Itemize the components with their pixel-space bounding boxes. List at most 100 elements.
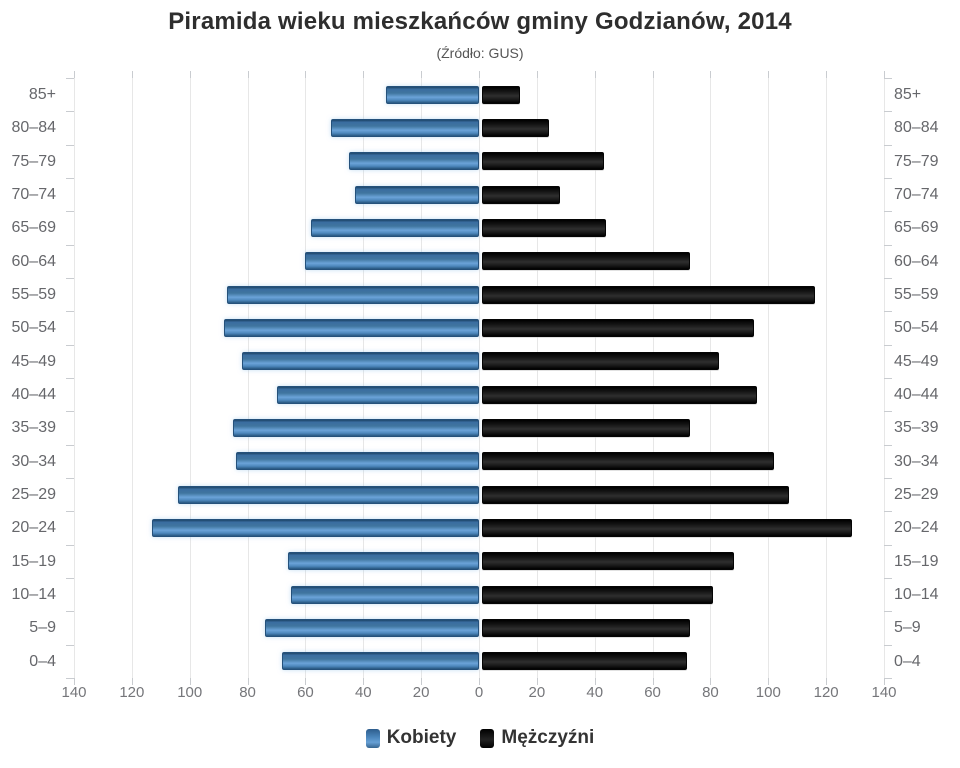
bar-mezczyzni-40–44[interactable] [482,385,757,404]
bar-mezczyzni-50–54[interactable] [482,319,754,337]
x-axis-tick [826,678,828,685]
y-axis-tick-left [66,111,74,113]
category-label-left: 40–44 [11,386,57,403]
bar-mezczyzni-30–34[interactable] [482,452,775,471]
bar-kobiety-40–44[interactable] [276,385,479,404]
y-axis-tick-left [66,544,74,546]
y-axis-tick-right [884,78,892,79]
category-label-left: 50–54 [11,319,57,337]
x-axis-label: 100 [755,684,781,701]
bar-mezczyzni-35–39[interactable] [482,419,691,437]
gridline [710,78,712,678]
bar-kobiety-15–19[interactable] [288,552,479,571]
bar-kobiety-25–29[interactable] [178,485,479,504]
category-label-right: 65–69 [894,219,939,237]
x-axis-tick [536,71,538,78]
bar-mezczyzni-20–24[interactable] [482,519,853,537]
category-label-right: 30–34 [894,452,939,470]
bar-mezczyzni-5–9[interactable] [482,619,691,637]
y-axis-tick-left [66,678,74,679]
bar-mezczyzni-55–59[interactable] [482,285,815,304]
y-axis-tick-left [66,311,74,313]
y-axis-tick-left [66,78,74,79]
gridline [421,78,423,678]
bar-mezczyzni-85+[interactable] [482,85,520,104]
bar-kobiety-20–24[interactable] [152,519,479,537]
x-axis-tick [189,678,191,685]
x-axis-tick [594,678,596,685]
x-axis-tick [884,678,885,685]
bar-kobiety-10–14[interactable] [290,585,479,604]
bar-kobiety-85+[interactable] [386,85,479,104]
bar-mezczyzni-15–19[interactable] [482,552,734,571]
y-axis-tick-right [884,478,892,479]
bar-kobiety-70–74[interactable] [354,185,479,204]
y-axis-tick-left [66,511,74,513]
category-label-right: 25–29 [894,486,939,503]
x-axis-label: 80 [702,684,719,701]
category-label-right: 0–4 [894,652,921,670]
category-label-right: 20–24 [894,519,939,537]
x-axis-tick [421,71,423,78]
bar-mezczyzni-45–49[interactable] [482,352,720,371]
y-axis-tick-right [884,311,892,313]
legend-item-kobiety[interactable]: Kobiety [365,727,456,749]
bar-kobiety-55–59[interactable] [227,285,479,304]
legend-item-mezczyzni[interactable]: Mężczyźni [480,727,594,749]
bar-mezczyzni-75–79[interactable] [482,152,604,171]
bar-kobiety-50–54[interactable] [224,319,479,337]
bar-mezczyzni-80–84[interactable] [482,119,549,137]
y-axis-tick-left [66,211,74,213]
bar-kobiety-30–34[interactable] [236,452,479,471]
y-axis-tick-left [66,578,74,579]
x-axis-label: 140 [871,684,897,701]
y-axis-tick-left [66,478,74,479]
bar-kobiety-5–9[interactable] [264,619,479,637]
y-axis-tick-right [884,111,892,113]
bar-mezczyzni-25–29[interactable] [482,485,789,504]
x-axis-tick [189,71,191,78]
bar-kobiety-80–84[interactable] [331,119,479,137]
x-axis-tick [363,678,365,685]
bar-mezczyzni-60–64[interactable] [482,252,691,271]
category-label-left: 70–74 [11,186,57,203]
bar-kobiety-45–49[interactable] [241,352,479,371]
x-axis-tick [768,71,770,78]
bar-mezczyzni-10–14[interactable] [482,585,714,604]
gridline [826,78,828,678]
bar-kobiety-60–64[interactable] [305,252,479,271]
category-label-left: 0–4 [29,652,56,670]
x-axis-tick [594,71,596,78]
y-axis-tick-left [66,444,74,446]
gridline [74,78,75,678]
bar-mezczyzni-70–74[interactable] [482,185,561,204]
gridline [652,78,654,678]
bar-kobiety-65–69[interactable] [311,219,479,237]
category-label-left: 85+ [28,86,56,103]
y-axis-tick-right [884,178,892,179]
y-axis-tick-right [884,444,892,446]
bar-kobiety-35–39[interactable] [233,419,479,437]
x-axis-tick [74,678,75,685]
bar-mezczyzni-0–4[interactable] [482,652,688,671]
gridline [189,78,191,678]
gridline [536,78,538,678]
x-axis-tick [247,71,249,78]
x-axis-label: 60 [644,684,661,701]
bar-kobiety-75–79[interactable] [348,152,479,171]
y-axis-tick-right [884,378,892,379]
bar-kobiety-0–4[interactable] [282,652,479,671]
x-axis-tick [421,678,423,685]
y-axis-tick-right [884,544,892,546]
gridline [768,78,770,678]
x-axis-tick [479,71,480,78]
category-label-left: 60–64 [11,252,57,270]
category-label-left: 30–34 [11,452,57,470]
x-axis-tick [768,678,770,685]
category-label-right: 60–64 [894,252,939,270]
x-axis-tick [74,71,75,78]
category-label-right: 85+ [894,86,922,103]
bar-mezczyzni-65–69[interactable] [482,219,607,237]
y-axis-tick-right [884,578,892,579]
